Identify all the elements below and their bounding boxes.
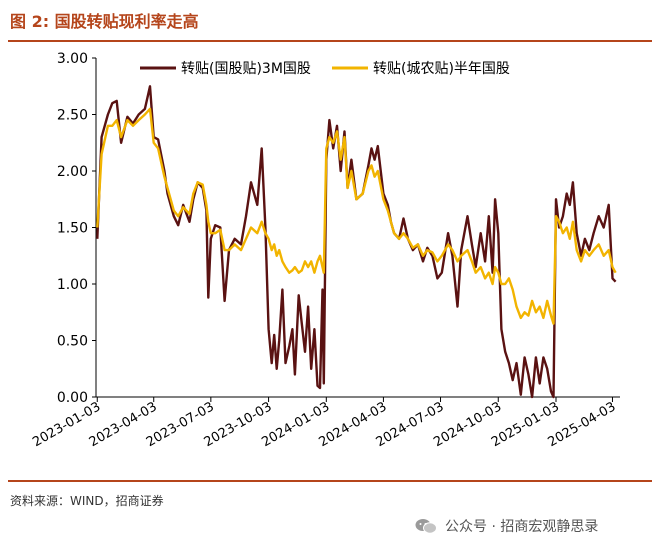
watermark: 公众号 · 招商宏观静思录: [415, 516, 598, 536]
chart-series: [96, 85, 617, 399]
footer-divider: [8, 480, 652, 482]
chart-legend: 转贴(国股贴)3M国股 转贴(城农贴)半年国股: [140, 61, 510, 77]
y-tick-label: 3.00: [57, 51, 88, 67]
watermark-text: 公众号 · 招商宏观静思录: [445, 519, 599, 535]
y-tick-label: 2.00: [57, 164, 88, 180]
series-line-2: [96, 107, 617, 325]
title-divider: [8, 40, 652, 42]
legend-label: 转贴(城农贴)半年国股: [373, 61, 510, 77]
source-note: 资料来源：WIND，招商证券: [10, 494, 164, 508]
figure-title: 图 2: 国股转贴现利率走高: [10, 12, 199, 31]
y-tick-label: 2.50: [57, 108, 88, 124]
y-tick-label: 0.50: [57, 334, 88, 350]
y-tick-label: 1.50: [57, 221, 88, 237]
series-line-1: [96, 85, 617, 399]
wechat-icon: [415, 519, 437, 534]
y-tick-label: 1.00: [57, 277, 88, 293]
y-tick-label: 0.00: [57, 390, 88, 406]
line-chart: 0.000.501.001.502.002.503.002023-01-0320…: [30, 51, 620, 450]
legend-label: 转贴(国股贴)3M国股: [181, 61, 311, 77]
